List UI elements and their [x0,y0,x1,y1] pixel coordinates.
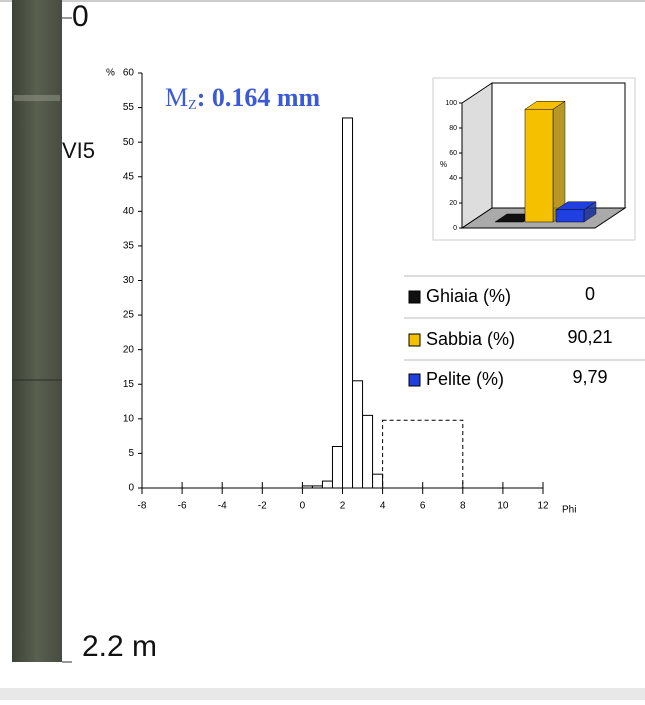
bar-top [524,100,566,110]
x-tick-label: 0 [300,501,306,512]
y-tick-label: 40 [123,206,135,217]
table-value: 90,21 [567,327,612,347]
bar-front [555,209,585,223]
table-value: 0 [585,284,595,304]
histogram-bar [331,446,344,489]
y-tick-label: 20 [123,344,135,355]
core-bottom-label: 2.2 m [82,630,157,663]
inset-y-tick-label: 40 [449,175,457,182]
y-tick-label: 0 [128,483,134,494]
y-tick-label: 5 [128,448,134,459]
y-tick-label: 10 [123,413,135,424]
y-tick-label: 30 [123,275,135,286]
y-tick-label: 25 [123,310,135,321]
legend-swatch [408,333,421,347]
histogram-bar [342,117,354,489]
x-tick-label: 10 [497,501,509,512]
inset-y-tick-label: 0 [453,225,457,232]
table-label: Pelite (%) [426,369,504,389]
inset-chart: 0 20 40 60 80 100% [432,77,636,241]
y-tick-label: 15 [123,379,135,390]
histogram-bar [321,480,333,489]
annotation: MZ: 0.164 mm [165,83,321,113]
bar-side [552,100,566,223]
table-label: Sabbia (%) [426,329,515,349]
x-tick-label: 6 [420,501,426,512]
x-tick-label: 4 [380,501,386,512]
annotation-part: : 0.164 mm [197,83,321,112]
inset-y-tick-label: 60 [449,150,457,157]
x-tick-label: -4 [218,501,227,512]
y-tick-label: 55 [123,102,135,113]
histogram-bar [301,485,313,489]
y-tick-label: 45 [123,171,135,182]
histogram-bar [311,485,323,489]
x-tick-label: -2 [258,501,267,512]
annotation-part: M [165,83,188,112]
table: Ghiaia (%) 0 Sabbia (%) 90,21 Pelite (%) 9,79 [404,275,645,389]
x-tick-label: 12 [537,501,549,512]
x-tick-label: 2 [340,501,346,512]
x-axis-label: Phi [562,505,576,516]
side-wall [461,82,493,229]
x-tick-label: -8 [138,501,147,512]
table-value: 9,79 [572,367,607,387]
bar-top [555,201,597,211]
fines-box [382,419,464,489]
y-tick-label: 50 [123,137,135,148]
table-label: Ghiaia (%) [426,286,511,306]
histogram: 0 5 10 15 20 25 30 35 40 45 50 55 60% -8 -6 -4 -2 0 2 4 6 8 10… [106,68,576,516]
inset-y-label: % [440,160,447,169]
y-tick-label: 60 [123,68,135,79]
histogram-bar [372,473,384,489]
legend-swatch [408,290,421,304]
core-layer [14,95,60,101]
inset-y-tick-label: 20 [449,200,457,207]
legend-swatch [408,373,421,387]
core-top-label: 0 [72,0,89,33]
inset-y-tick-label: 80 [449,125,457,132]
y-tick-label: 35 [123,241,135,252]
bottom-band [0,688,645,700]
core-side-label: VI5 [62,138,95,163]
histogram-bar [362,414,374,489]
y-axis-label: % [106,68,115,79]
core-photo [12,0,62,662]
x-tick-label: 8 [460,501,466,512]
histogram-bar [352,380,364,489]
inset-y-tick-label: 100 [445,100,457,107]
annotation-part: Z [188,98,197,113]
x-tick-label: -6 [178,501,187,512]
bar-front [524,108,554,223]
